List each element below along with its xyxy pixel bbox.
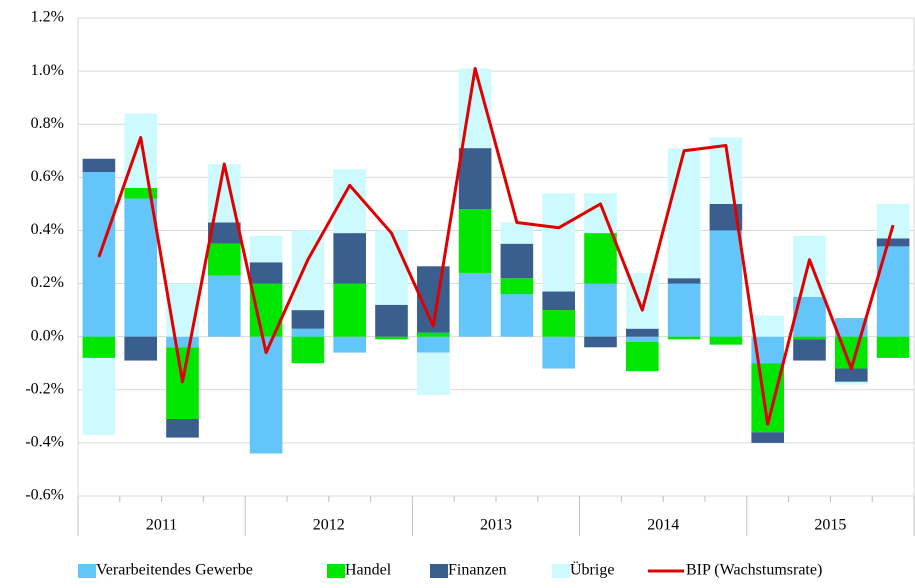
bar-segment bbox=[500, 278, 534, 295]
bar-segment bbox=[542, 193, 576, 292]
bar-segment bbox=[667, 336, 701, 340]
y-tick-label: 0.8% bbox=[31, 115, 64, 132]
bar-segment bbox=[207, 243, 241, 276]
x-group-label: 2011 bbox=[146, 517, 177, 534]
line-series bbox=[97, 66, 895, 426]
bar-segment bbox=[458, 148, 492, 210]
bar-segment bbox=[291, 328, 325, 337]
bar-segment bbox=[876, 238, 910, 247]
bar-segment bbox=[375, 304, 408, 337]
x-group-label: 2012 bbox=[313, 517, 345, 534]
bar-segment bbox=[333, 233, 367, 284]
bar-segment bbox=[542, 291, 576, 311]
bar-segment bbox=[793, 336, 826, 340]
legend-swatch bbox=[78, 564, 96, 578]
y-tick-label: 0.2% bbox=[31, 274, 64, 291]
bar-segment bbox=[291, 230, 325, 311]
bar-segment bbox=[542, 310, 576, 337]
bar-segment bbox=[667, 148, 701, 279]
legend-swatch bbox=[552, 564, 570, 578]
bar-segment bbox=[667, 278, 701, 284]
legend-label: Übrige bbox=[570, 561, 614, 579]
legend-label: BIP (Wachstumsrate) bbox=[686, 562, 822, 579]
bar-segment bbox=[249, 235, 283, 263]
y-tick-label: 1.2% bbox=[31, 9, 64, 26]
legend-label: Verarbeitendes Gewerbe bbox=[96, 562, 253, 579]
bar-segment bbox=[500, 294, 534, 337]
legend-swatch bbox=[430, 564, 448, 578]
y-tick-label: -0.4% bbox=[25, 434, 64, 451]
bar-segment bbox=[333, 169, 367, 234]
legend-label: Finanzen bbox=[448, 562, 507, 579]
bar-segment bbox=[124, 187, 158, 199]
bar-segment bbox=[375, 336, 408, 340]
legend-swatch bbox=[327, 564, 345, 578]
bar-segment bbox=[291, 336, 325, 364]
bar-segment bbox=[124, 113, 158, 188]
legend-label: Handel bbox=[345, 562, 392, 579]
bar-segment bbox=[166, 336, 199, 348]
bar-segment bbox=[584, 336, 617, 348]
bar-segment bbox=[333, 336, 367, 353]
bar-segment bbox=[375, 230, 408, 305]
bar-segment bbox=[667, 283, 701, 337]
bar-segment bbox=[166, 418, 199, 438]
x-group-label: 2015 bbox=[814, 517, 846, 534]
bar-segment bbox=[542, 336, 576, 369]
bar-segment bbox=[625, 336, 659, 342]
bar-segment bbox=[333, 283, 367, 337]
bar-segment bbox=[458, 209, 492, 273]
bar-segment bbox=[82, 357, 116, 435]
y-tick-label: -0.6% bbox=[25, 487, 64, 504]
bar-segment bbox=[207, 275, 241, 337]
bar-segment bbox=[458, 272, 492, 337]
y-tick-label: 0.6% bbox=[31, 168, 64, 185]
bar-segment bbox=[876, 336, 910, 358]
bar-segment bbox=[249, 262, 283, 284]
bar-segment bbox=[876, 203, 910, 239]
bar-segment bbox=[625, 341, 659, 372]
bar-segment bbox=[500, 243, 534, 279]
bar-segment bbox=[625, 328, 659, 337]
bar-segment bbox=[124, 336, 158, 361]
bar-segment bbox=[291, 310, 325, 329]
bar-segment bbox=[751, 315, 785, 337]
bar-segment bbox=[416, 332, 450, 337]
bar-segment bbox=[416, 352, 450, 396]
bar-segment bbox=[124, 198, 158, 337]
y-tick-label: 0.0% bbox=[31, 327, 64, 344]
bar-segment bbox=[584, 193, 617, 234]
bar-segment bbox=[834, 318, 868, 337]
bar-segment bbox=[207, 222, 241, 244]
bar-segment bbox=[834, 368, 868, 382]
y-tick-label: 1.0% bbox=[31, 62, 64, 79]
x-group-label: 2013 bbox=[480, 517, 512, 534]
y-tick-label: -0.2% bbox=[25, 380, 64, 397]
bar-segment bbox=[416, 336, 450, 353]
bar-segment bbox=[834, 381, 868, 385]
bar-segment bbox=[249, 336, 283, 454]
bar-segment bbox=[584, 233, 617, 284]
bar-segment bbox=[584, 283, 617, 337]
bar-segment bbox=[751, 432, 785, 443]
x-group-label: 2014 bbox=[647, 517, 679, 534]
bar-segment bbox=[82, 158, 116, 173]
bar-segment bbox=[793, 339, 826, 361]
y-tick-label: 0.4% bbox=[31, 221, 64, 238]
bar-segment bbox=[709, 230, 743, 337]
plot-frame bbox=[77, 17, 915, 497]
bar-segment bbox=[82, 336, 116, 358]
bar-segment bbox=[709, 336, 743, 345]
bar-segment bbox=[500, 222, 534, 244]
